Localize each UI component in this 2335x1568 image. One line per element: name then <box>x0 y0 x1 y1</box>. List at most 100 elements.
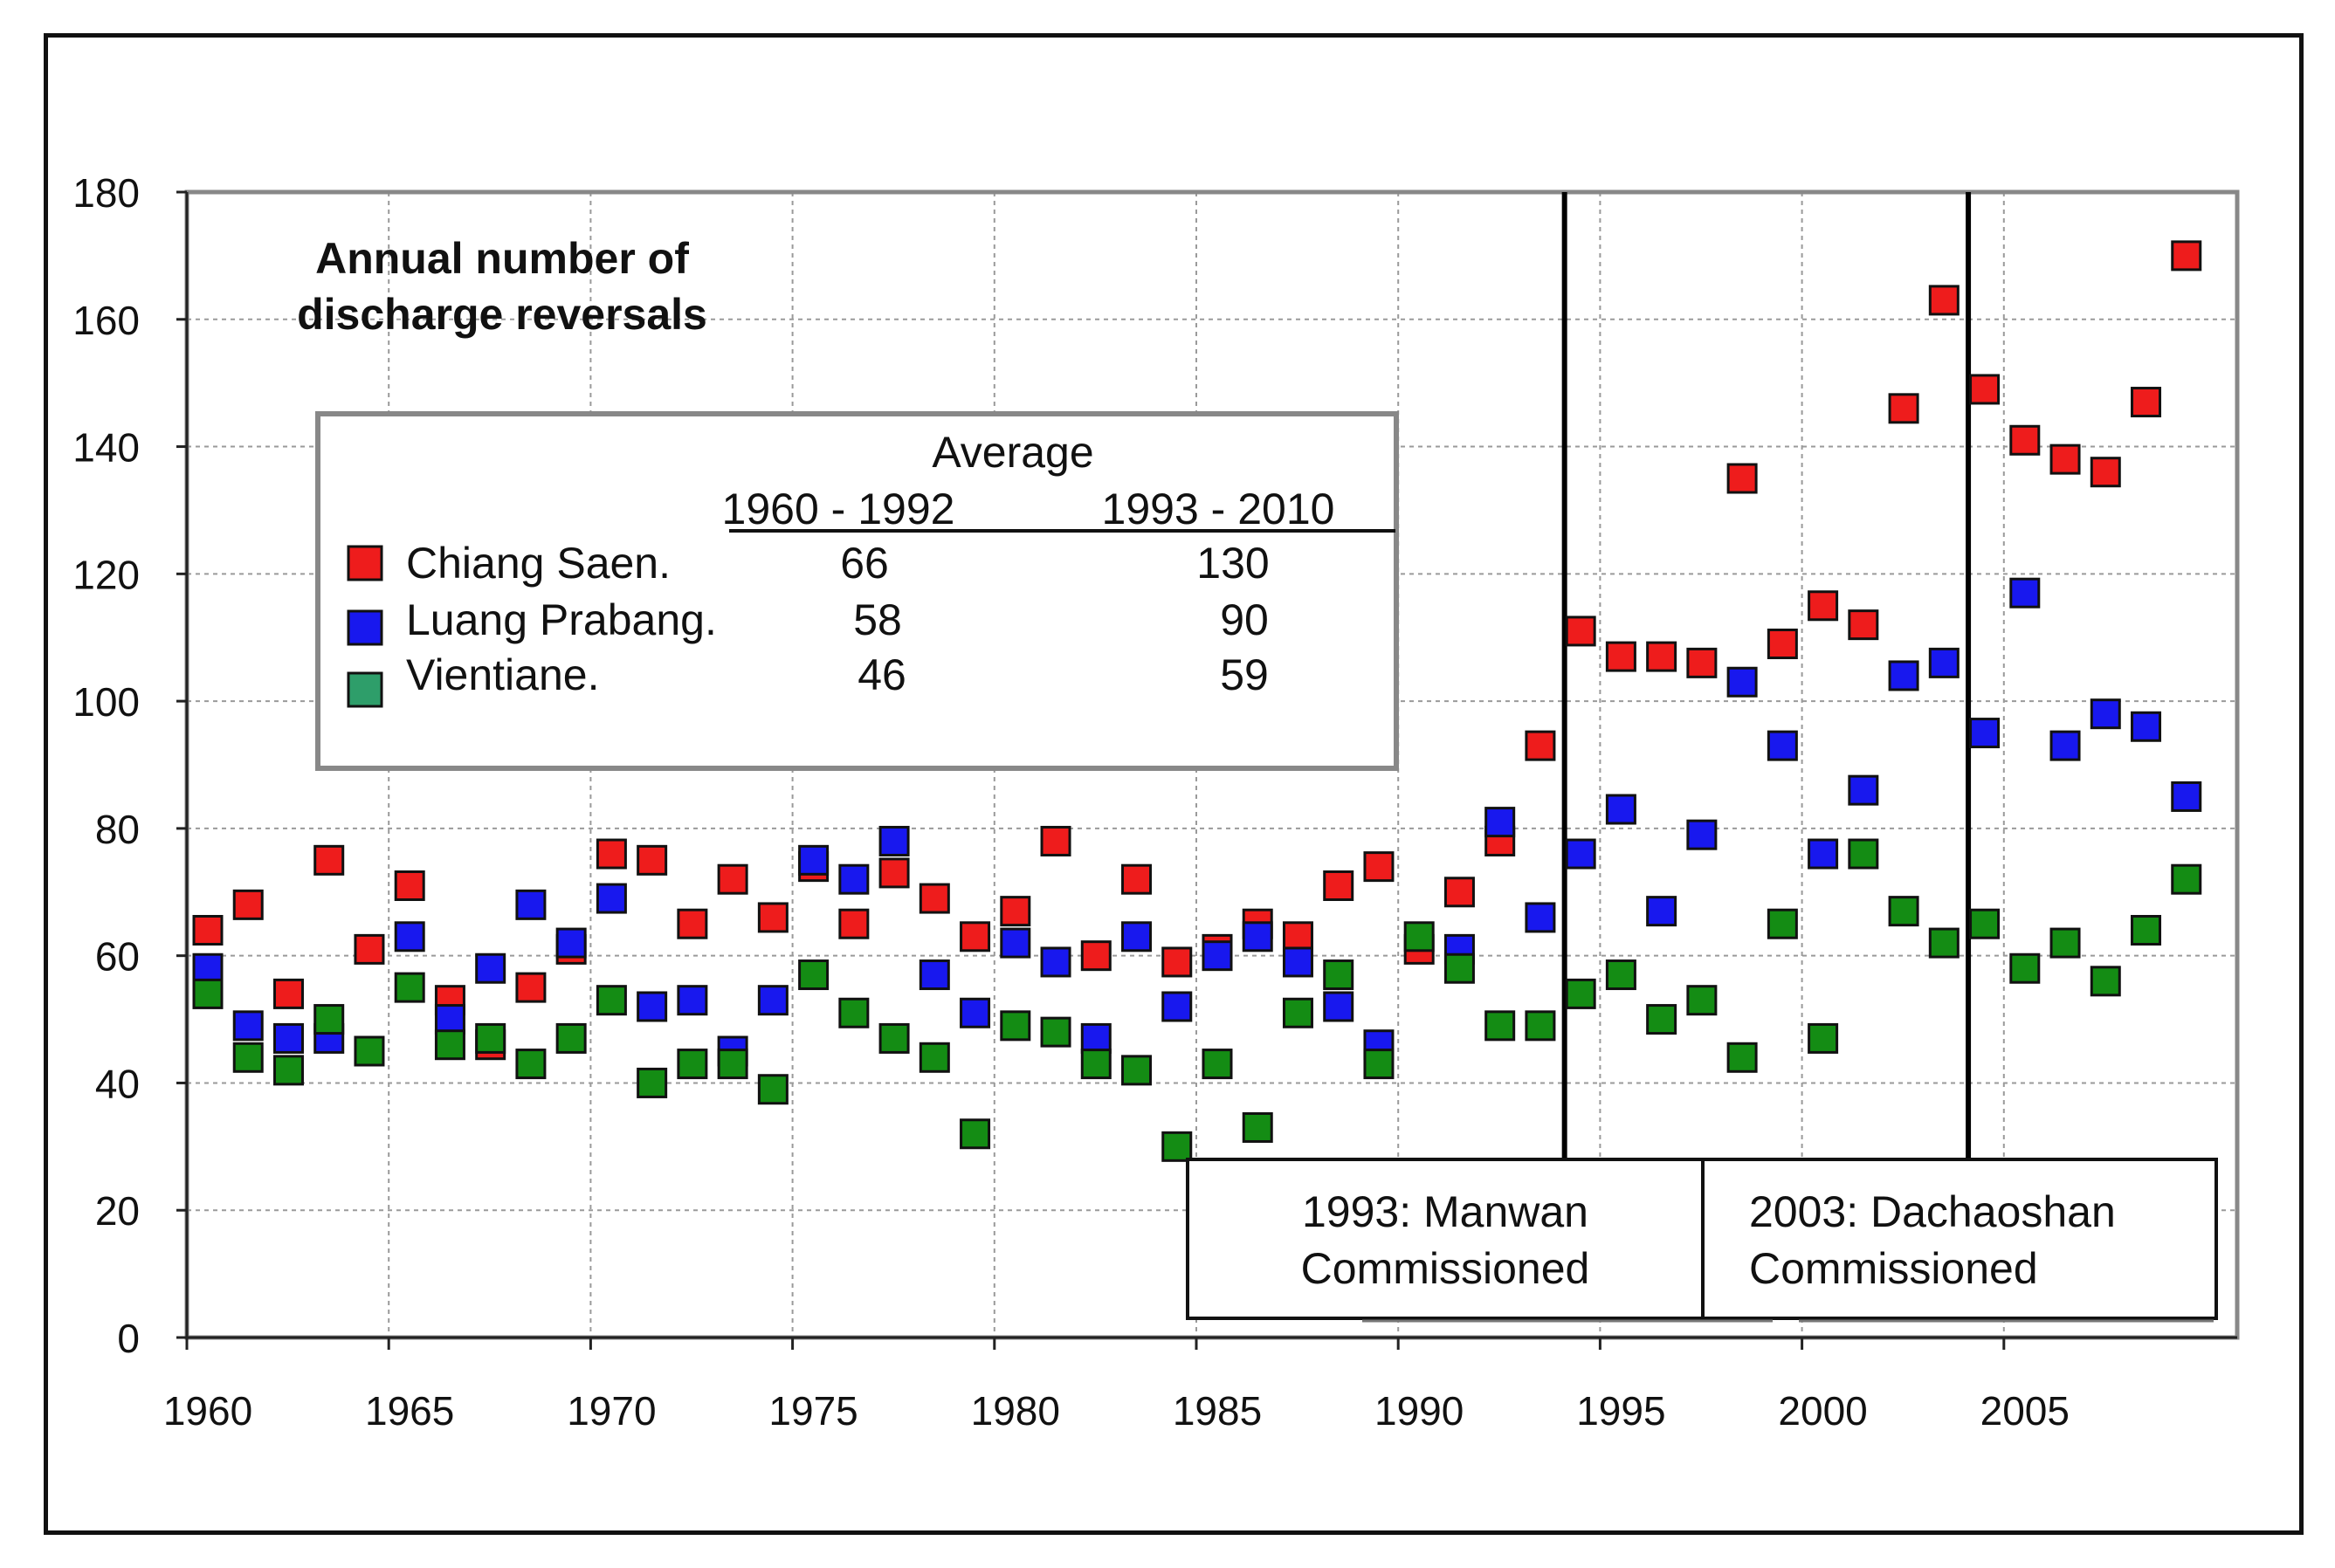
point-chiang-saen-1988 <box>1323 870 1354 901</box>
legend-avg2-luang-prabang: 90 <box>1220 595 1269 644</box>
event-manwan-line-2: Commissioned <box>1301 1244 1590 1293</box>
point-chiang-saen-2007 <box>2090 457 2121 488</box>
legend-period-1: 1960 - 1992 <box>722 485 955 533</box>
point-chiang-saen-1979 <box>960 921 991 952</box>
legend-label-vientiane: Vientiane. <box>406 650 599 699</box>
y-tick-label-120: 120 <box>72 552 140 597</box>
point-luang-prabang-1999 <box>1767 730 1798 761</box>
y-tick-label-0: 0 <box>117 1316 140 1361</box>
point-vientiane-1994 <box>1565 978 1596 1009</box>
point-luang-prabang-1962 <box>272 1022 304 1054</box>
point-luang-prabang-1983 <box>1121 921 1153 952</box>
point-luang-prabang-1977 <box>878 825 910 856</box>
point-luang-prabang-2004 <box>1969 718 2001 749</box>
legend-swatch-vientiane <box>347 671 383 708</box>
chart-title-line-2: discharge reversals <box>297 290 707 339</box>
point-chiang-saen-2000 <box>1808 590 1839 622</box>
point-vientiane-1986 <box>1242 1111 1273 1143</box>
point-chiang-saen-1984 <box>1161 946 1193 978</box>
point-chiang-saen-1965 <box>394 870 425 901</box>
point-vientiane-1997 <box>1686 985 1718 1016</box>
x-tick-label-2000: 2000 <box>1778 1388 1867 1434</box>
point-vientiane-1971 <box>637 1067 668 1098</box>
point-luang-prabang-1988 <box>1323 991 1354 1022</box>
point-luang-prabang-1979 <box>960 997 991 1028</box>
point-chiang-saen-1983 <box>1121 863 1153 895</box>
legend-avg2-vientiane: 59 <box>1220 650 1269 699</box>
point-vientiane-1965 <box>394 972 425 1003</box>
point-vientiane-1976 <box>838 997 870 1028</box>
point-luang-prabang-1987 <box>1282 946 1313 978</box>
point-luang-prabang-1967 <box>475 952 506 984</box>
point-vientiane-1964 <box>354 1035 385 1067</box>
point-chiang-saen-1976 <box>838 908 870 939</box>
point-vientiane-2007 <box>2090 966 2121 997</box>
point-vientiane-1967 <box>475 1022 506 1054</box>
point-vientiane-1990 <box>1403 921 1435 952</box>
point-vientiane-1991 <box>1443 952 1475 984</box>
point-chiang-saen-1998 <box>1726 463 1758 494</box>
point-chiang-saen-2008 <box>2131 387 2162 418</box>
point-chiang-saen-1991 <box>1443 877 1475 908</box>
y-tick-label-100: 100 <box>72 679 140 725</box>
point-luang-prabang-1966 <box>434 1004 465 1035</box>
legend-swatch-chiang-saen <box>347 545 383 581</box>
point-chiang-saen-1961 <box>232 889 264 920</box>
point-vientiane-1961 <box>232 1042 264 1073</box>
chart-title-line-1: Annual number of <box>315 234 689 283</box>
point-vientiane-1963 <box>313 1004 345 1035</box>
point-vientiane-1999 <box>1767 908 1798 939</box>
legend-avg1-vientiane: 46 <box>858 650 906 699</box>
point-vientiane-1980 <box>1000 1010 1031 1042</box>
point-chiang-saen-1960 <box>192 915 224 946</box>
point-chiang-saen-2005 <box>2009 424 2041 456</box>
point-vientiane-1968 <box>515 1049 547 1080</box>
point-vientiane-1962 <box>272 1055 304 1086</box>
x-tick-label-1975: 1975 <box>768 1388 858 1434</box>
point-chiang-saen-1997 <box>1686 647 1718 678</box>
point-luang-prabang-1972 <box>677 985 708 1016</box>
point-luang-prabang-1993 <box>1525 902 1556 933</box>
point-luang-prabang-1961 <box>232 1010 264 1042</box>
legend-label-chiang-saen: Chiang Saen. <box>406 539 671 588</box>
point-luang-prabang-1975 <box>798 844 830 876</box>
point-chiang-saen-1977 <box>878 857 910 889</box>
point-luang-prabang-2002 <box>1888 660 1919 691</box>
point-vientiane-2009 <box>2171 863 2202 895</box>
data-points <box>192 240 2202 1162</box>
point-vientiane-1979 <box>960 1118 991 1150</box>
y-tick-label-80: 80 <box>95 807 140 852</box>
point-luang-prabang-1985 <box>1202 940 1233 972</box>
point-luang-prabang-2009 <box>2171 781 2202 812</box>
point-luang-prabang-2007 <box>2090 698 2121 730</box>
point-vientiane-1988 <box>1323 959 1354 991</box>
legend-avg1-chiang-saen: 66 <box>840 539 889 588</box>
x-tick-label-2005: 2005 <box>1980 1388 2070 1434</box>
legend-avg1-luang-prabang: 58 <box>853 595 902 644</box>
y-tick-label-40: 40 <box>95 1061 140 1106</box>
point-luang-prabang-1971 <box>637 991 668 1022</box>
point-chiang-saen-1963 <box>313 844 345 876</box>
axis-ticks: 0 20 40 60 80 100 120 140 160 180 1960 1965 1970 1975… <box>72 170 2070 1434</box>
point-luang-prabang-1995 <box>1605 794 1636 825</box>
legend-box: Average 1960 - 1992 1993 - 2010 Chiang S… <box>315 411 1399 771</box>
legend-header: Average <box>932 428 1093 477</box>
point-luang-prabang-1969 <box>555 927 587 959</box>
point-luang-prabang-1981 <box>1040 946 1071 978</box>
point-luang-prabang-1980 <box>1000 927 1031 959</box>
point-vientiane-1969 <box>555 1022 587 1054</box>
point-vientiane-1970 <box>596 985 627 1016</box>
point-chiang-saen-1970 <box>596 838 627 870</box>
point-vientiane-1973 <box>717 1049 748 1080</box>
event-annotation-box: 1993: Manwan Commissioned 2003: Dachaosh… <box>1186 1158 2218 1323</box>
legend-swatch-luang-prabang <box>347 609 383 646</box>
point-chiang-saen-1993 <box>1525 730 1556 761</box>
legend-avg2-chiang-saen: 130 <box>1196 539 1269 588</box>
point-luang-prabang-1996 <box>1646 896 1677 927</box>
point-luang-prabang-1986 <box>1242 921 1273 952</box>
x-tick-label-1985: 1985 <box>1173 1388 1262 1434</box>
point-vientiane-2008 <box>2131 915 2162 946</box>
point-chiang-saen-2009 <box>2171 240 2202 272</box>
point-vientiane-1996 <box>1646 1004 1677 1035</box>
